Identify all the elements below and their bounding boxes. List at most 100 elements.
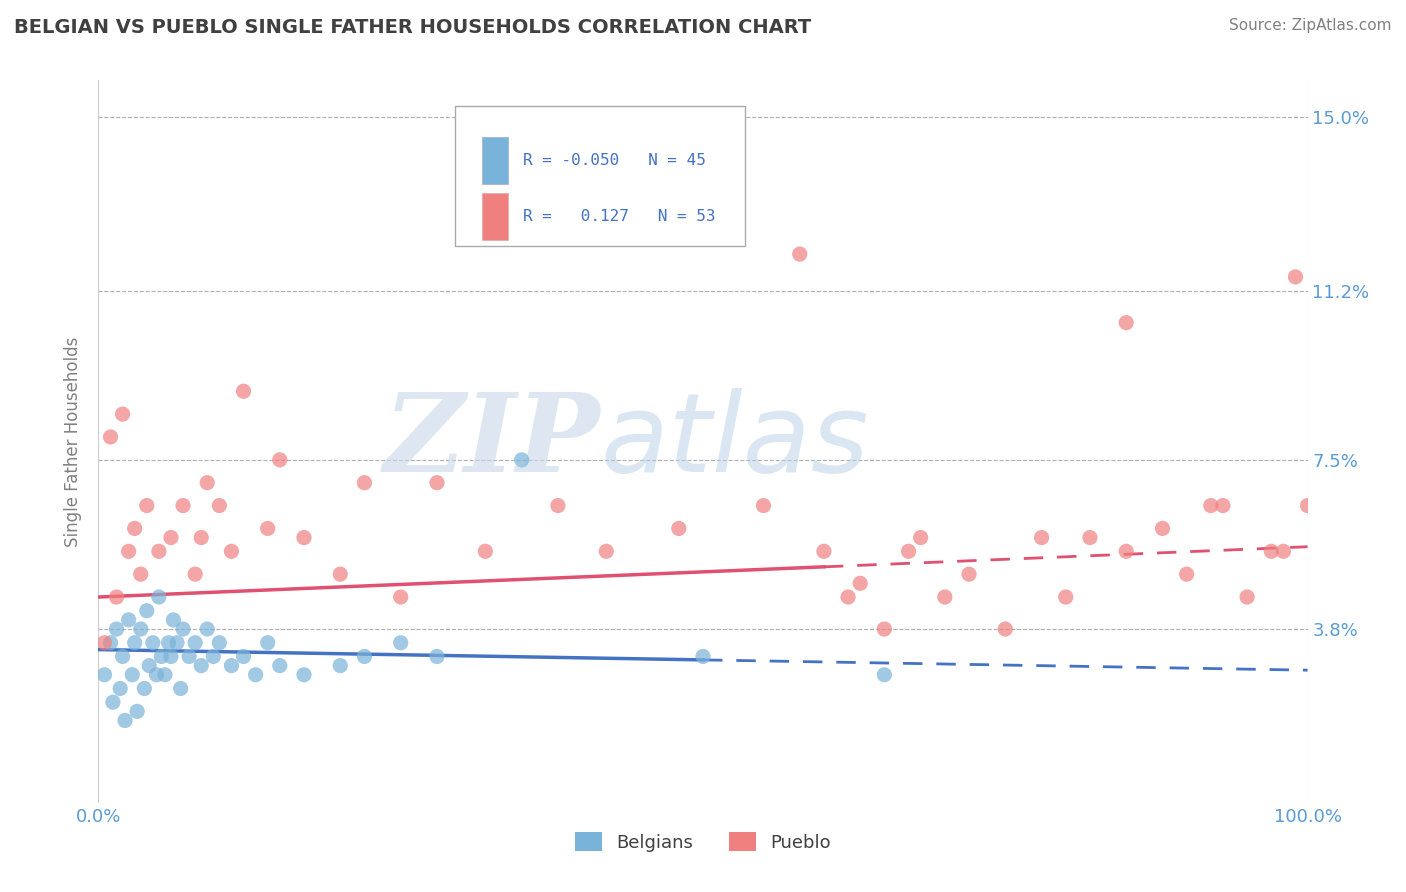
FancyBboxPatch shape — [482, 137, 509, 185]
Point — [232, 384, 254, 399]
Point — [105, 622, 128, 636]
Point — [873, 667, 896, 681]
Point — [142, 636, 165, 650]
Point — [118, 544, 141, 558]
Point — [134, 681, 156, 696]
Point — [157, 636, 180, 650]
Point — [1115, 544, 1137, 558]
Point — [1115, 316, 1137, 330]
Point — [837, 590, 859, 604]
Point — [169, 681, 191, 696]
Point — [1272, 544, 1295, 558]
Point — [184, 636, 207, 650]
Point — [153, 667, 176, 681]
Text: BELGIAN VS PUEBLO SINGLE FATHER HOUSEHOLDS CORRELATION CHART: BELGIAN VS PUEBLO SINGLE FATHER HOUSEHOL… — [14, 18, 811, 37]
Text: atlas: atlas — [600, 388, 869, 495]
Point — [166, 636, 188, 650]
Point — [127, 704, 149, 718]
Point — [910, 531, 932, 545]
Point — [329, 567, 352, 582]
Point — [849, 576, 872, 591]
Point — [124, 636, 146, 650]
Point — [789, 247, 811, 261]
Point — [426, 649, 449, 664]
Point — [292, 667, 315, 681]
Point — [208, 636, 231, 650]
Point — [172, 622, 194, 636]
Point — [129, 622, 152, 636]
Point — [124, 521, 146, 535]
Point — [232, 649, 254, 664]
Point — [752, 499, 775, 513]
Point — [1212, 499, 1234, 513]
Point — [202, 649, 225, 664]
Point — [195, 475, 218, 490]
Point — [172, 499, 194, 513]
Legend: Belgians, Pueblo: Belgians, Pueblo — [568, 825, 838, 859]
Point — [111, 649, 134, 664]
Point — [1175, 567, 1198, 582]
Text: Source: ZipAtlas.com: Source: ZipAtlas.com — [1229, 18, 1392, 33]
Point — [105, 590, 128, 604]
Point — [190, 531, 212, 545]
Point — [145, 667, 167, 681]
Point — [994, 622, 1017, 636]
Text: R =   0.127   N = 53: R = 0.127 N = 53 — [523, 209, 716, 224]
Point — [111, 407, 134, 421]
Point — [934, 590, 956, 604]
Point — [118, 613, 141, 627]
Point — [101, 695, 124, 709]
Point — [329, 658, 352, 673]
Point — [1199, 499, 1222, 513]
Point — [595, 544, 617, 558]
Point — [100, 636, 122, 650]
Point — [353, 475, 375, 490]
Point — [150, 649, 173, 664]
Text: R = -0.050   N = 45: R = -0.050 N = 45 — [523, 153, 706, 169]
Point — [269, 453, 291, 467]
Point — [389, 590, 412, 604]
Point — [184, 567, 207, 582]
Point — [93, 667, 115, 681]
Point — [245, 667, 267, 681]
Point — [135, 499, 157, 513]
Point — [1054, 590, 1077, 604]
Point — [1078, 531, 1101, 545]
Point — [256, 636, 278, 650]
Point — [100, 430, 122, 444]
Point — [148, 544, 170, 558]
Point — [353, 649, 375, 664]
Point — [1236, 590, 1258, 604]
Point — [195, 622, 218, 636]
Point — [1284, 269, 1306, 284]
Text: ZIP: ZIP — [384, 388, 600, 495]
Point — [135, 604, 157, 618]
Point — [813, 544, 835, 558]
Point — [221, 544, 243, 558]
Point — [1152, 521, 1174, 535]
Point — [389, 636, 412, 650]
Point — [873, 622, 896, 636]
Point — [121, 667, 143, 681]
FancyBboxPatch shape — [456, 105, 745, 246]
Point — [1260, 544, 1282, 558]
Point — [1296, 499, 1319, 513]
Point — [269, 658, 291, 673]
Point — [426, 475, 449, 490]
Point — [179, 649, 201, 664]
Point — [292, 531, 315, 545]
Point — [1031, 531, 1053, 545]
Point — [160, 649, 183, 664]
Point — [129, 567, 152, 582]
Point — [897, 544, 920, 558]
Point — [547, 499, 569, 513]
Point — [138, 658, 160, 673]
Point — [692, 649, 714, 664]
Point — [93, 636, 115, 650]
Point — [114, 714, 136, 728]
Point — [190, 658, 212, 673]
Point — [668, 521, 690, 535]
Y-axis label: Single Father Households: Single Father Households — [65, 336, 83, 547]
Point — [208, 499, 231, 513]
Point — [160, 531, 183, 545]
